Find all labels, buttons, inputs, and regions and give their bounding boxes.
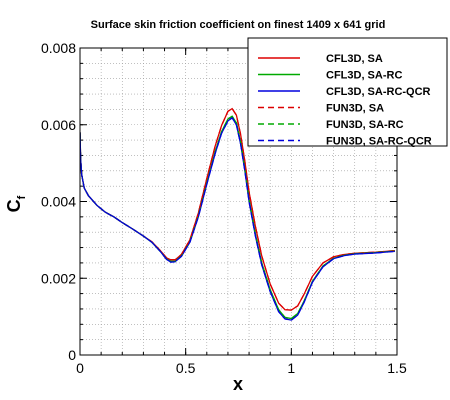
y-axis-label-subscript: f [16, 195, 28, 199]
x-tick-label: 0 [76, 360, 84, 376]
chart-legend: CFL3D, SA CFL3D, SA-RC CFL3D, SA-RC-QCR FUN… [247, 37, 448, 148]
legend-box [247, 37, 448, 147]
y-tick-labels: 0 0.002 0.004 0.006 0.008 [41, 40, 76, 363]
y-tick-label: 0.002 [41, 270, 76, 286]
x-tick-labels: 0 0.5 1 1.5 [76, 360, 407, 376]
legend-entries: CFL3D, SA CFL3D, SA-RC CFL3D, SA-RC-QCR FUN… [258, 53, 432, 148]
x-tick-label: 0.5 [176, 360, 196, 376]
legend-label-5: FUN3D, SA-RC [326, 119, 404, 131]
legend-label-6: FUN3D, SA-RC-QCR [326, 136, 432, 148]
svg-text:Cf: Cf [4, 195, 28, 212]
y-axis-label: Cf [4, 195, 28, 212]
y-tick-label: 0.004 [41, 194, 76, 210]
series-line-6 [80, 116, 395, 321]
x-axis-label: x [233, 374, 243, 394]
legend-label-1: CFL3D, SA [326, 53, 383, 65]
y-axis-label-main: C [4, 199, 24, 212]
y-tick-label: 0 [68, 347, 76, 363]
legend-label-3: CFL3D, SA-RC-QCR [326, 86, 431, 98]
legend-label-2: CFL3D, SA-RC [326, 70, 402, 82]
y-tick-label: 0.006 [41, 117, 76, 133]
y-tick-label: 0.008 [41, 40, 76, 56]
series-lines [80, 107, 395, 321]
legend-label-4: FUN3D, SA [326, 103, 384, 115]
x-tick-label: 1 [287, 360, 295, 376]
x-tick-label: 1.5 [387, 360, 407, 376]
chart-title: Surface skin friction coefficient on fin… [91, 19, 386, 31]
